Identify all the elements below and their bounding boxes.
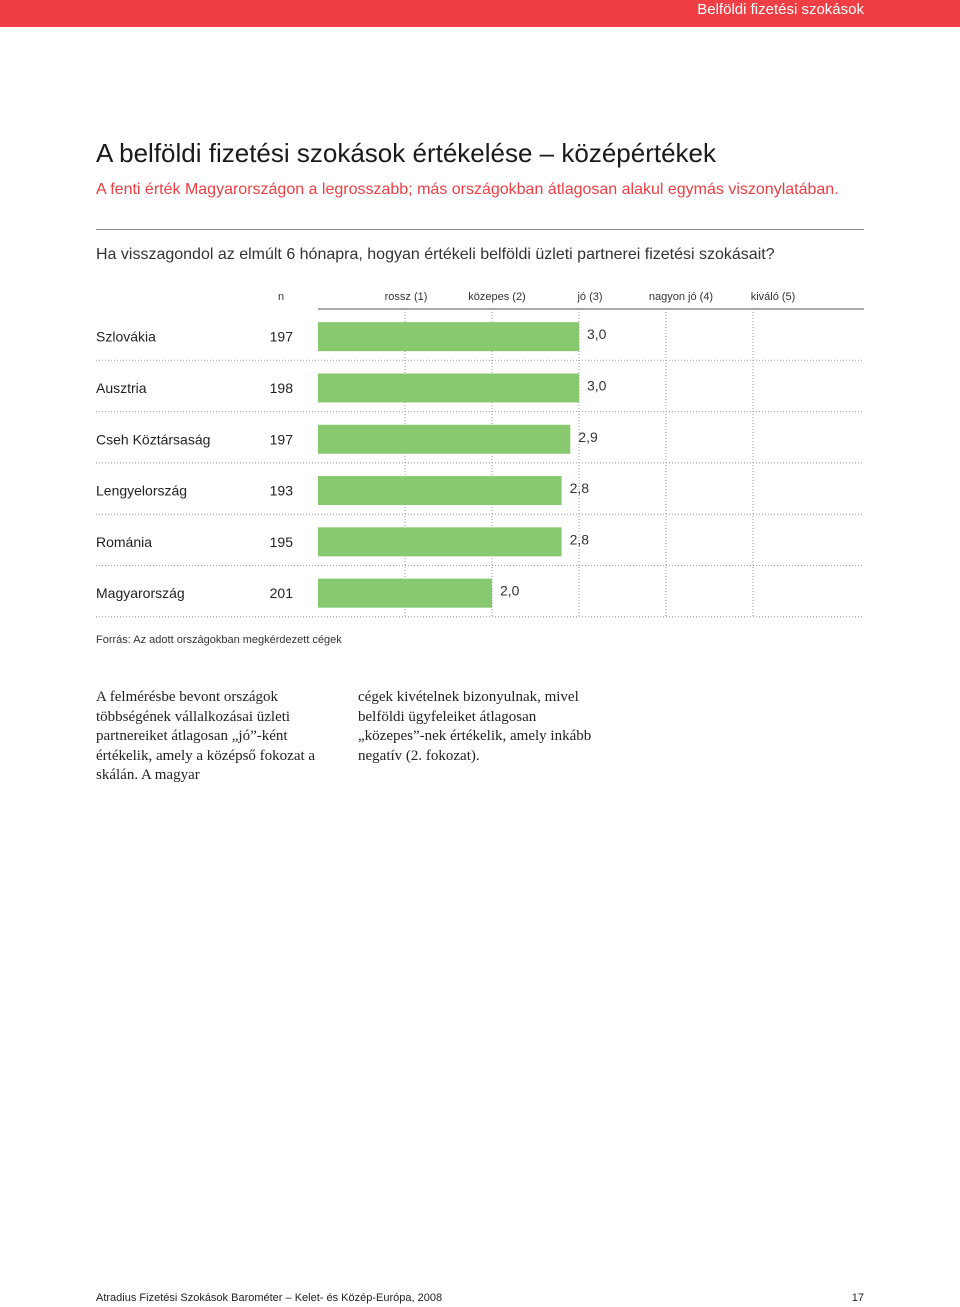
- survey-question: Ha visszagondol az elmúlt 6 hónapra, hog…: [96, 246, 775, 263]
- n-value: 198: [270, 380, 294, 396]
- category-label: Cseh Köztársaság: [96, 431, 210, 447]
- scale-label: jó (3): [576, 291, 602, 303]
- bar: [318, 424, 571, 454]
- source-note: Forrás: Az adott országokban megkérdezet…: [96, 634, 342, 646]
- body-text-column-2: cégek kivételnek bizonyulnak, mivel belf…: [358, 689, 592, 764]
- category-label: Lengyelország: [96, 483, 187, 499]
- scale-label: közepes (2): [468, 291, 525, 303]
- scale-label: kiváló (5): [751, 291, 796, 303]
- category-label: Ausztria: [96, 380, 147, 396]
- bar: [318, 373, 579, 403]
- bar: [318, 578, 492, 608]
- n-value: 197: [270, 329, 294, 345]
- bar: [318, 527, 562, 557]
- category-label: Magyarország: [96, 585, 185, 601]
- value-label: 2,8: [570, 531, 590, 547]
- bar: [318, 322, 579, 352]
- n-value: 193: [270, 483, 294, 499]
- bar: [318, 476, 562, 506]
- value-label: 2,0: [500, 583, 520, 599]
- value-label: 3,0: [587, 326, 607, 342]
- value-label: 3,0: [587, 377, 607, 393]
- n-value: 197: [270, 431, 294, 447]
- n-value: 201: [270, 585, 294, 601]
- value-label: 2,8: [570, 480, 590, 496]
- page-title: A belföldi fizetési szokások értékelése …: [96, 138, 717, 168]
- section-title: Belföldi fizetési szokások: [697, 1, 864, 18]
- page-subtitle: A fenti érték Magyarországon a legrossza…: [96, 181, 839, 198]
- scale-label: rossz (1): [385, 291, 428, 303]
- scale-label: nagyon jó (4): [649, 291, 713, 303]
- category-label: Szlovákia: [96, 329, 156, 345]
- n-header-label: n: [278, 291, 284, 303]
- page-number: 17: [851, 1292, 864, 1304]
- divider: [96, 229, 864, 230]
- n-value: 195: [270, 534, 294, 550]
- value-label: 2,9: [578, 429, 598, 445]
- footer-publication: Atradius Fizetési Szokások Barométer – K…: [96, 1292, 443, 1304]
- header-bar: Belföldi fizetési szokások: [0, 0, 960, 27]
- category-label: Románia: [96, 534, 152, 550]
- body-text-column-1: A felmérésbe bevont országok többségének…: [96, 689, 316, 784]
- bar-chart: n rossz (1) közepes (2) jó (3) nagyon jó (4)…: [96, 291, 864, 618]
